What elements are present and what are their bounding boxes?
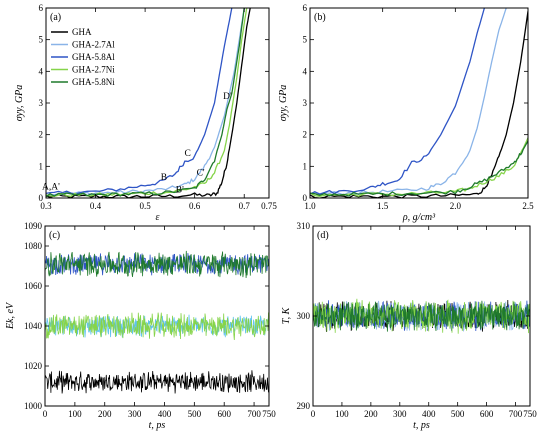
panel-b-y-tick-label: 4 (303, 66, 308, 76)
panel-d-x-tick-label: 500 (451, 409, 465, 419)
panel-d-x-tick-label: 100 (335, 409, 349, 419)
panel-d-x-tick-label: 400 (422, 409, 436, 419)
panel-c-y-tick-label: 1080 (24, 241, 43, 251)
panel-d-y-axis-label: T, K (281, 306, 292, 324)
panel-a-series-gha-5-8ni (46, 8, 245, 198)
panel-c-x-tick-label: 100 (68, 409, 82, 419)
panel-a-legend-entry: GHA (72, 27, 92, 37)
panel-a-series-gha-5-8al (46, 8, 233, 195)
panel-a-x-tick-label: 0.3 (40, 201, 52, 211)
panel-b-x-tick-label: 2.0 (450, 201, 462, 211)
panel-a-y-tick-label: 0 (39, 193, 44, 203)
panel-d-y-tick-label: 290 (297, 401, 311, 411)
panel-b-y-tick-label: 0 (303, 193, 308, 203)
panel-a-x-axis-label: ε (156, 212, 160, 223)
panel-c-x-axis-label: t, ps (149, 420, 166, 431)
panel-a-legend-entry: GHA-5.8Ni (72, 77, 115, 87)
panel-c-x-tick-label: 300 (128, 409, 142, 419)
panel-d-x-tick-label: 600 (480, 409, 494, 419)
panel-a-legend-entry: GHA-2.7Al (72, 40, 115, 50)
panel-b-series-gha (310, 11, 528, 198)
panel-d-x-tick-label: 700 (509, 409, 523, 419)
panel-c-y-tick-label: 1020 (24, 361, 43, 371)
panel-d-x-tick-label: 750 (523, 409, 537, 419)
panel-b-x-axis-label: ρ, g/cm³ (402, 212, 436, 223)
panel-c-series-gha (45, 370, 269, 394)
panel-b-y-tick-label: 2 (303, 130, 308, 140)
panel-c-y-axis-label: Ek, eV (5, 301, 16, 330)
panel-b-plot-area (310, 8, 528, 198)
panel-b-x-tick-label: 2.5 (522, 201, 534, 211)
panel-c-label: (c) (49, 230, 60, 241)
panel-d-x-tick-label: 200 (364, 409, 378, 419)
panel-a-y-tick-label: 3 (39, 98, 44, 108)
panel-a-annotation: B' (176, 185, 184, 195)
panel-a-y-tick-label: 2 (39, 130, 44, 140)
panel-c-x-tick-label: 0 (43, 409, 48, 419)
panel-b-series-gha-5-8ni (310, 140, 528, 197)
panel-d-y-tick-label: 300 (297, 311, 311, 321)
panel-a-x-tick-label: 0.75 (261, 201, 277, 211)
panel-a-annotation: A,A' (42, 182, 60, 192)
panel-c-x-tick-label: 500 (188, 409, 202, 419)
panel-a-x-tick-label: 0.6 (189, 201, 201, 211)
panel-c-y-tick-label: 1090 (24, 221, 43, 231)
panel-a-legend-entry: GHA-2.7Ni (72, 65, 115, 75)
panel-d-label: (d) (317, 230, 329, 241)
panel-a-annotation: B (161, 173, 167, 183)
panel-c-y-tick-label: 1040 (24, 321, 43, 331)
panel-c-x-tick-label: 600 (217, 409, 231, 419)
panel-b-series-gha-5-8al (310, 8, 486, 195)
panel-b-y-tick-label: 1 (303, 161, 308, 171)
panel-a-annotation: D' (223, 92, 232, 102)
panel-a-legend-entry: GHA-5.8Al (72, 52, 115, 62)
panel-d-y-tick-label: 310 (297, 221, 311, 231)
panel-a-annotation: C' (197, 169, 205, 179)
panel-a-y-tick-label: 4 (39, 66, 44, 76)
panel-b-x-tick-label: 1.5 (377, 201, 389, 211)
panel-a-annotation: C (185, 149, 191, 159)
panel-c-y-tick-label: 1060 (24, 281, 43, 291)
panel-c-y-tick-label: 1000 (24, 401, 43, 411)
panel-b-y-tick-label: 6 (303, 3, 308, 13)
panel-d-plot-area (313, 298, 530, 334)
panel-b-y-tick-label: 5 (303, 35, 308, 45)
panel-a-label: (a) (50, 12, 61, 23)
panel-a-x-tick-label: 0.5 (139, 201, 151, 211)
panel-b-frame (309, 7, 529, 199)
panel-b-x-tick-label: 1.0 (304, 201, 316, 211)
panel-a-y-tick-label: 1 (39, 161, 44, 171)
panel-c-x-tick-label: 750 (262, 409, 276, 419)
panel-a-y-axis-label: σyy, GPa (14, 85, 25, 122)
panel-c-frame (44, 225, 270, 407)
panel-a-plot-area (46, 8, 251, 198)
panel-d-series-gha-5-8ni (313, 300, 530, 332)
panel-d-x-tick-label: 0 (311, 409, 316, 419)
panel-a-x-tick-label: 0.7 (239, 201, 251, 211)
panel-a-x-tick-label: 0.4 (90, 201, 102, 211)
panel-c-series-gha-2-7ni (45, 312, 269, 341)
panel-b-y-axis-label: σyy, GPa (278, 85, 289, 122)
panel-c-x-tick-label: 400 (158, 409, 172, 419)
panel-c-x-tick-label: 200 (98, 409, 112, 419)
panel-b-series-gha-2-7ni (310, 137, 528, 198)
panel-d-x-tick-label: 300 (393, 409, 407, 419)
panel-c-series-gha-5-8ni (45, 250, 269, 279)
panel-c-plot-area (45, 250, 269, 394)
panel-d-x-axis-label: t, ps (413, 420, 430, 431)
panel-b-y-tick-label: 3 (303, 98, 308, 108)
panel-b-label: (b) (314, 12, 326, 23)
panel-a-y-tick-label: 5 (39, 35, 44, 45)
panel-c-x-tick-label: 700 (247, 409, 261, 419)
panel-a-y-tick-label: 6 (39, 3, 44, 13)
